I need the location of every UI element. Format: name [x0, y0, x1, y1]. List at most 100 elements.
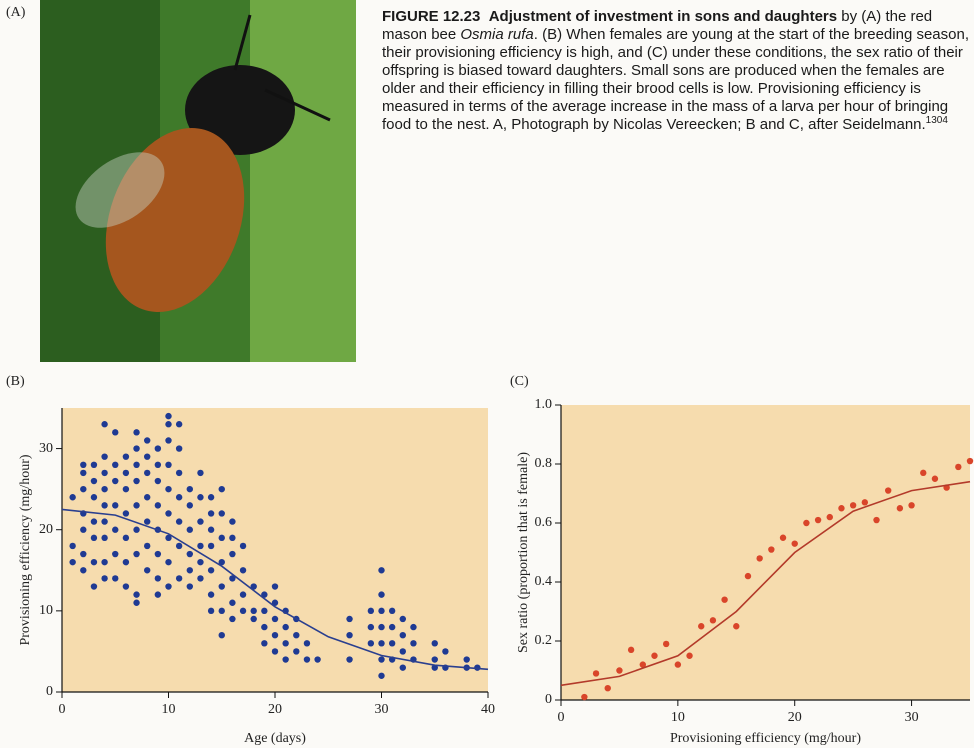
- data-point: [154, 575, 162, 582]
- data-point: [229, 615, 236, 623]
- data-point: [112, 526, 119, 533]
- data-point: [346, 632, 353, 639]
- y-tick-label: 0.8: [535, 456, 553, 471]
- data-point: [80, 485, 87, 493]
- data-point: [218, 510, 225, 517]
- data-point: [80, 550, 87, 558]
- data-point: [122, 558, 130, 566]
- data-point: [112, 575, 119, 582]
- data-point: [239, 591, 247, 598]
- data-point: [791, 540, 798, 547]
- data-point: [803, 519, 810, 527]
- data-point: [346, 656, 353, 663]
- data-point: [112, 502, 119, 509]
- data-point: [69, 558, 76, 566]
- data-point: [90, 534, 98, 542]
- panel-label: (C): [510, 374, 529, 389]
- data-point: [144, 437, 151, 444]
- data-point: [271, 615, 279, 623]
- data-point: [378, 672, 385, 679]
- caption-text: . (B) When females are young at the star…: [382, 26, 969, 133]
- data-point: [207, 567, 215, 574]
- y-tick-label: 0.6: [535, 515, 553, 530]
- data-point: [388, 623, 396, 631]
- data-point: [101, 518, 108, 525]
- y-tick-label: 30: [39, 441, 53, 456]
- data-point: [207, 542, 215, 550]
- data-point: [165, 485, 172, 493]
- data-point: [133, 550, 140, 558]
- data-point: [271, 599, 279, 606]
- data-point: [133, 502, 140, 509]
- data-point: [229, 518, 236, 525]
- data-point: [144, 453, 151, 460]
- data-point: [133, 445, 140, 452]
- plot-background: [561, 405, 970, 700]
- data-point: [896, 505, 904, 512]
- data-point: [303, 656, 311, 663]
- data-point: [112, 429, 119, 436]
- data-point: [207, 526, 215, 533]
- data-point: [592, 670, 600, 677]
- data-point: [378, 567, 385, 574]
- data-point: [367, 607, 375, 615]
- data-point: [721, 596, 728, 603]
- figure-number: FIGURE 12.23: [382, 8, 481, 25]
- data-point: [218, 607, 225, 615]
- data-point: [849, 502, 857, 509]
- data-point: [388, 640, 396, 647]
- data-point: [581, 693, 588, 701]
- data-point: [90, 494, 98, 501]
- data-point: [207, 510, 215, 517]
- data-point: [367, 623, 375, 631]
- data-point: [229, 575, 236, 582]
- data-point: [442, 648, 449, 655]
- data-point: [165, 461, 172, 468]
- data-point: [768, 546, 775, 553]
- data-point: [674, 661, 682, 668]
- data-point: [239, 567, 247, 574]
- data-point: [144, 567, 151, 574]
- data-point: [229, 599, 236, 606]
- data-point: [101, 469, 108, 477]
- data-point: [885, 487, 892, 494]
- data-point: [186, 485, 193, 493]
- data-point: [197, 469, 204, 477]
- data-point: [80, 469, 87, 477]
- data-point: [186, 567, 193, 574]
- data-point: [69, 494, 76, 501]
- data-point: [175, 494, 183, 501]
- data-point: [378, 640, 385, 647]
- data-point: [709, 617, 717, 624]
- data-point: [80, 526, 87, 533]
- data-point: [838, 505, 845, 512]
- data-point: [861, 499, 869, 506]
- data-point: [175, 421, 183, 428]
- data-point: [197, 575, 204, 582]
- data-point: [282, 656, 289, 663]
- data-point: [651, 652, 658, 659]
- data-point: [154, 502, 162, 509]
- data-point: [250, 607, 257, 615]
- data-point: [378, 656, 385, 663]
- data-point: [616, 667, 623, 674]
- data-point: [239, 542, 247, 550]
- data-point: [175, 575, 183, 582]
- data-point: [90, 558, 98, 566]
- data-point: [250, 615, 257, 623]
- data-point: [154, 445, 162, 452]
- data-point: [218, 485, 225, 493]
- x-axis-label: Age (days): [244, 731, 306, 746]
- data-point: [144, 469, 151, 477]
- plot-background: [62, 408, 488, 692]
- data-point: [133, 526, 140, 533]
- data-point: [346, 615, 353, 623]
- caption-text: by (A) the red mason bee: [382, 8, 933, 43]
- x-tick-label: 20: [788, 710, 802, 725]
- data-point: [197, 518, 204, 525]
- data-point: [627, 646, 635, 654]
- data-point: [207, 494, 215, 501]
- data-point: [175, 542, 183, 550]
- data-point: [639, 661, 646, 668]
